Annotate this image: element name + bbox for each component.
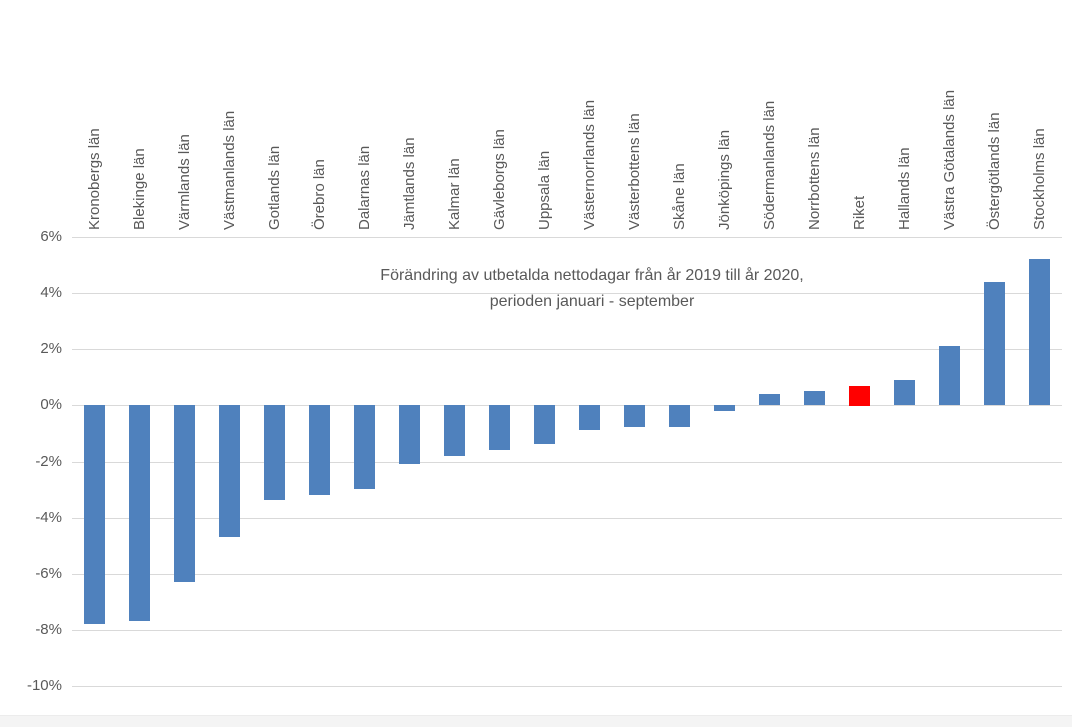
bar-kronobergs-lan [84,405,105,624]
y-axis-tick-label: -4% [35,509,62,526]
bar-vasternorrlands-lan [579,405,600,430]
bar-hallands-lan [894,380,915,405]
y-axis-tick-label: -10% [26,677,62,694]
x-axis-label-dalarnas-lan: Dalarnas län [356,145,373,230]
gridline-neg2pct [72,462,1062,463]
x-axis-label-stockholms-lan: Stockholms län [1031,128,1048,230]
gridline-0pct [72,405,1062,406]
bar-gotlands-lan [264,405,285,500]
bar-norrbottens-lan [804,391,825,405]
x-axis-label-blekinge-lan: Blekinge län [131,148,148,230]
bar-uppsala-lan [534,405,555,444]
gridline-neg4pct [72,518,1062,519]
bar-sodermanlands-lan [759,394,780,405]
x-axis-label-vastra-gotalands-lan: Västra Götalands län [941,89,958,230]
x-axis-label-varmlands-lan: Värmlands län [176,134,193,230]
bar-varmlands-lan [174,405,195,582]
x-axis-label-jonkopings-lan: Jönköpings län [716,129,733,230]
gridline-2pct [72,349,1062,350]
bar-skane-lan [669,405,690,427]
x-axis-label-skane-lan: Skåne län [671,163,688,230]
bar-kalmar-lan [444,405,465,456]
bar-stockholms-lan [1029,259,1050,405]
gridline-neg8pct [72,630,1062,631]
y-axis-tick-label: 2% [40,340,62,357]
bar-riket [849,386,870,406]
bar-blekinge-lan [129,405,150,621]
bar-jamtlands-lan [399,405,420,464]
bar-ostergotlands-lan [984,282,1005,405]
chart-title-line-2: perioden januari - september [489,293,695,310]
x-axis-label-vastmanlands-lan: Västmanlands län [221,110,238,230]
y-axis-tick-label: -2% [35,453,62,470]
gridline-6pct [72,237,1062,238]
x-axis-label-kronobergs-lan: Kronobergs län [86,128,103,230]
window-bottom-strip [0,715,1072,727]
bar-dalarnas-lan [354,405,375,489]
gridline-4pct [72,293,1062,294]
bar-orebro-lan [309,405,330,495]
x-axis-label-gavleborgs-lan: Gävleborgs län [491,129,508,230]
gridline-neg6pct [72,574,1062,575]
x-axis-label-ostergotlands-lan: Östergötlands län [986,112,1003,230]
x-axis-label-riket: Riket [851,195,868,230]
y-axis-tick-label: 0% [40,396,62,413]
x-axis-label-orebro-lan: Örebro län [311,159,328,230]
gridline-neg10pct [72,686,1062,687]
x-axis-label-norrbottens-lan: Norrbottens län [806,127,823,230]
x-axis-label-vasterbottens-lan: Västerbottens län [626,113,643,230]
y-axis-tick-label: 4% [40,284,62,301]
x-axis-label-gotlands-lan: Gotlands län [266,145,283,230]
bar-jonkopings-lan [714,405,735,411]
chart-title-line-1: Förändring av utbetalda nettodagar från … [380,267,804,284]
bar-vastra-gotalands-lan [939,346,960,405]
x-axis-label-vasternorrlands-lan: Västernorrlands län [581,99,598,230]
y-axis-tick-label: -6% [35,565,62,582]
bar-vastmanlands-lan [219,405,240,537]
chart-title: Förändring av utbetalda nettodagar från … [292,263,892,315]
bar-gavleborgs-lan [489,405,510,450]
x-axis-label-sodermanlands-lan: Södermanlands län [761,100,778,230]
y-axis-tick-label: -8% [35,621,62,638]
x-axis-label-kalmar-lan: Kalmar län [446,158,463,230]
x-axis-label-jamtlands-lan: Jämtlands län [401,137,418,230]
x-axis-label-uppsala-lan: Uppsala län [536,150,553,230]
y-axis-tick-label: 6% [40,228,62,245]
bar-vasterbottens-lan [624,405,645,427]
x-axis-label-hallands-lan: Hallands län [896,147,913,230]
